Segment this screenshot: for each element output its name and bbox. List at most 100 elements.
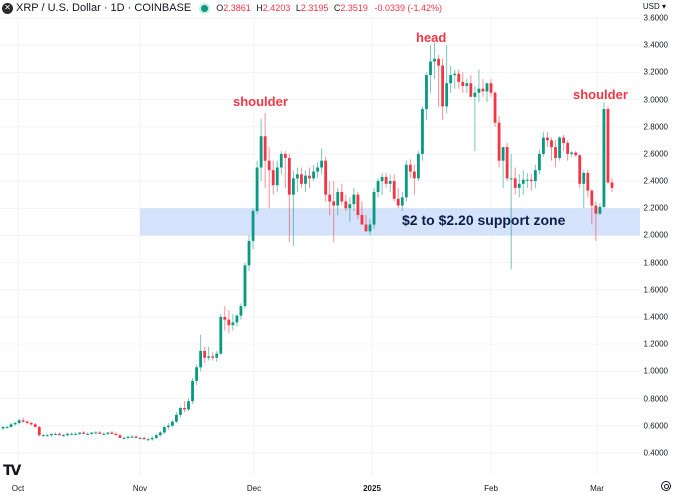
price-tick-label: 0.8000 [643, 394, 668, 404]
candle-body [477, 88, 481, 93]
head-annotation: head [416, 30, 447, 45]
candle-body [473, 92, 477, 97]
candle-body [138, 437, 142, 439]
price-tick-label: 1.4000 [643, 312, 668, 322]
right-shoulder-annotation: shoulder [573, 87, 628, 102]
candle-body [243, 265, 247, 307]
candle-body [509, 178, 513, 180]
candle-body [404, 164, 408, 198]
candle-body [340, 191, 344, 202]
candle-body [25, 421, 29, 423]
candle-body [610, 182, 614, 188]
candle-body [287, 157, 291, 195]
candle-body [598, 206, 602, 214]
candle-body [118, 435, 122, 438]
candle-body [17, 420, 21, 423]
candle-body [179, 408, 182, 415]
candle-body [122, 437, 126, 439]
candle-body [469, 83, 473, 97]
price-tick-label: 2.2000 [643, 203, 668, 213]
candle-body [106, 432, 110, 434]
candle-body [183, 408, 186, 410]
high-label: H [256, 3, 263, 13]
candle-body [146, 439, 150, 441]
candle-body [170, 421, 174, 426]
price-tick-label: 1.0000 [643, 366, 668, 376]
ohlc-legend: O2.3861 H2.4203 L2.3195 C2.3519 -0.0339 … [216, 3, 442, 13]
candle-body [279, 153, 283, 168]
candle-body [207, 356, 211, 358]
price-tick-label: 2.4000 [643, 176, 668, 186]
candle-body [533, 170, 537, 182]
candle-body [49, 433, 53, 436]
candle-body [590, 190, 594, 206]
currency-selector[interactable]: USD ▾ [642, 2, 666, 11]
candle-body [110, 432, 114, 434]
candle-body [336, 191, 340, 206]
candle-body [223, 316, 227, 320]
support-zone-rect[interactable] [140, 208, 640, 236]
candle-body [54, 433, 57, 435]
price-tick-label: 3.6000 [643, 13, 668, 23]
price-tick-label: 2.8000 [643, 122, 668, 132]
candle-body [465, 83, 469, 86]
candle-body [154, 435, 158, 438]
candle-body [175, 414, 178, 422]
candle-body [90, 432, 94, 434]
symbol-title[interactable]: XRP / U.S. Dollar · 1D · COINBASE [16, 2, 192, 14]
candle-body [251, 210, 255, 241]
candle-body [114, 433, 118, 436]
candle-body [78, 432, 82, 434]
time-tick-label: Feb [484, 484, 498, 493]
candle-body [195, 367, 198, 381]
left-shoulder-annotation: shoulder [233, 94, 288, 109]
candle-body [320, 160, 324, 168]
candle-body [235, 315, 239, 323]
candle-body [421, 109, 424, 154]
candle-body [578, 155, 582, 184]
candle-body [566, 143, 570, 154]
time-tick-label: Nov [132, 484, 148, 493]
candle-body [275, 167, 279, 186]
price-tick-label: 2.0000 [643, 230, 668, 240]
candle-body [239, 306, 243, 316]
candle-body [348, 204, 352, 209]
candle-body [324, 160, 328, 195]
candle-body [562, 137, 566, 144]
tradingview-logo-icon[interactable]: TV [3, 463, 21, 479]
candle-body [606, 109, 610, 183]
candle-body [1, 427, 5, 429]
candle-body [142, 437, 146, 440]
candle-body [66, 433, 69, 436]
candle-body [538, 153, 541, 171]
candle-body [525, 179, 529, 181]
candle-body [586, 172, 590, 191]
candle-body [21, 420, 25, 422]
candle-body [602, 109, 606, 207]
candle-body [70, 433, 73, 435]
open-label: O [216, 3, 224, 13]
candle-body [267, 160, 271, 171]
candle-body [300, 174, 303, 184]
candle-body [255, 167, 259, 211]
candle-body [296, 174, 299, 179]
candle-body [13, 422, 17, 425]
candle-body [344, 201, 348, 209]
candle-body [352, 194, 356, 205]
price-tick-label: 3.2000 [643, 67, 668, 77]
candle-body [199, 350, 203, 368]
candle-body [98, 432, 102, 434]
candle-body [37, 427, 41, 436]
candle-body [211, 356, 215, 358]
candle-body [437, 58, 440, 66]
candle-body [554, 147, 557, 158]
candle-body [594, 205, 598, 214]
price-tick-label: 3.4000 [643, 40, 668, 50]
settings-icon[interactable] [661, 481, 671, 491]
change-value: -0.0339 (-1.42%) [374, 3, 442, 13]
candle-body [558, 137, 561, 158]
candle-body [489, 83, 493, 93]
price-tick-label: 1.6000 [643, 285, 668, 295]
candle-body [328, 194, 332, 202]
